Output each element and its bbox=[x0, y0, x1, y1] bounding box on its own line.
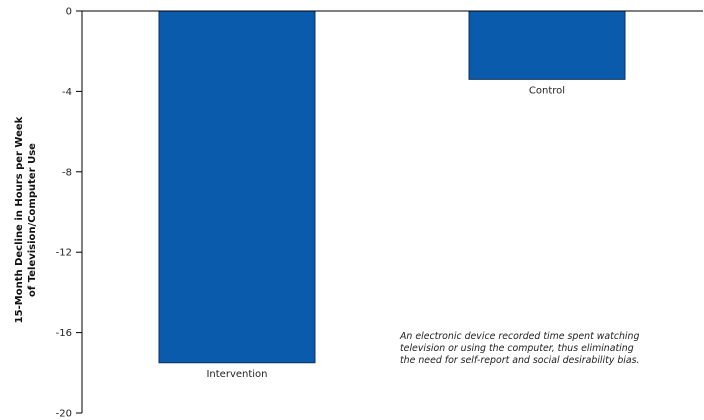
y-tick-label: -4 bbox=[62, 87, 72, 98]
y-axis-title-line: 15-Month Decline in Hours per Week bbox=[14, 116, 25, 323]
category-label: Intervention bbox=[206, 369, 267, 380]
y-tick-label: -8 bbox=[62, 167, 72, 178]
y-tick-label: 0 bbox=[66, 7, 72, 18]
bar bbox=[468, 10, 626, 80]
y-tick-label: -16 bbox=[56, 328, 72, 339]
y-tick-label: -20 bbox=[56, 409, 72, 420]
category-label: Control bbox=[529, 85, 565, 96]
annotation-line: the need for self-report and social desi… bbox=[400, 355, 640, 366]
y-tick-label: -12 bbox=[56, 248, 72, 259]
y-axis-title: 15-Month Decline in Hours per Week of Tel… bbox=[14, 116, 38, 323]
bar bbox=[158, 10, 316, 364]
annotation-line: television or using the computer, thus e… bbox=[400, 343, 634, 354]
chart-annotation: An electronic device recorded time spent… bbox=[400, 331, 700, 367]
y-axis-title-line: of Television/Computer Use bbox=[27, 143, 38, 297]
annotation-line: An electronic device recorded time spent… bbox=[400, 331, 640, 342]
